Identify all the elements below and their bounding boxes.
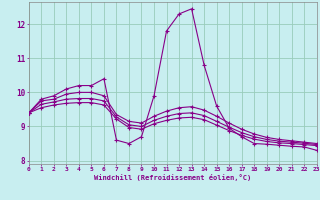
X-axis label: Windchill (Refroidissement éolien,°C): Windchill (Refroidissement éolien,°C) <box>94 174 252 181</box>
